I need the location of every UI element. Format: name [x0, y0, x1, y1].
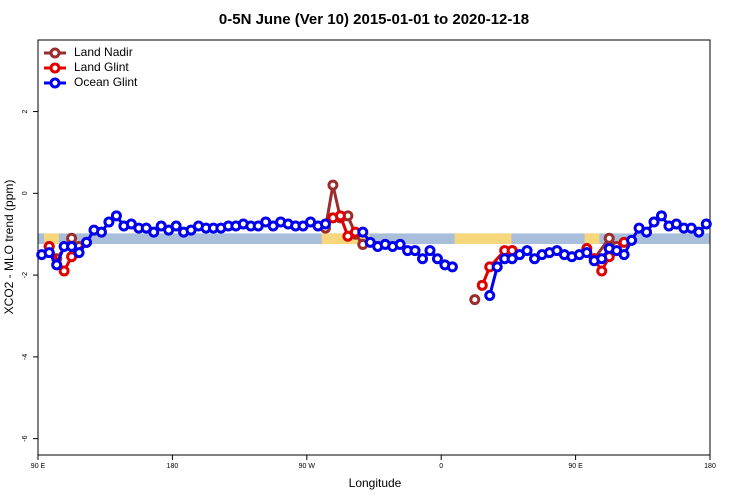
series-point	[357, 226, 369, 238]
y-tick-label: 2	[22, 110, 29, 114]
series-point	[110, 210, 122, 222]
series-point	[596, 265, 608, 277]
series-point	[58, 265, 70, 277]
series-point	[170, 220, 182, 232]
series-point	[693, 226, 705, 238]
series-point	[648, 216, 660, 228]
x-tick-label: 0	[439, 463, 443, 470]
series-point	[73, 247, 85, 259]
legend-label: Land Glint	[74, 60, 129, 74]
x-axis-label: Longitude	[349, 476, 402, 490]
y-tick-label: -2	[22, 272, 29, 278]
series-point	[476, 279, 488, 291]
series-point	[626, 234, 638, 246]
legend-marker	[49, 77, 61, 89]
series-point	[446, 261, 458, 273]
y-tick-label: 0	[22, 191, 29, 195]
series-point	[596, 253, 608, 265]
land-band	[454, 233, 512, 245]
land-band	[43, 233, 59, 245]
series-point	[655, 210, 667, 222]
series-point	[469, 294, 481, 306]
x-tick-label: 180	[704, 463, 716, 470]
series-point	[424, 245, 436, 257]
legend-marker	[49, 62, 61, 74]
x-tick-label: 90 W	[299, 463, 316, 470]
legend-label: Land Nadir	[74, 45, 133, 59]
series-point	[51, 259, 63, 271]
series-point	[334, 210, 346, 222]
series-point	[95, 226, 107, 238]
series-point	[641, 226, 653, 238]
chart-title: 0-5N June (Ver 10) 2015-01-01 to 2020-12…	[219, 11, 529, 28]
y-axis-label: XCO2 - MLO trend (ppm)	[2, 180, 16, 315]
y-tick-label: -6	[22, 435, 29, 441]
x-tick-label: 180	[167, 463, 179, 470]
series-point	[603, 232, 615, 244]
series-point	[491, 261, 503, 273]
series-point	[417, 253, 429, 265]
series-point	[409, 245, 421, 257]
series-point	[327, 179, 339, 191]
series-point	[431, 253, 443, 265]
x-tick-label: 90 E	[31, 463, 46, 470]
series-point	[66, 240, 78, 252]
series-point	[103, 216, 115, 228]
series-point	[581, 247, 593, 259]
series-point	[148, 226, 160, 238]
series-point	[43, 247, 55, 259]
series-point	[484, 290, 496, 302]
series-point	[394, 238, 406, 250]
series-point	[700, 218, 712, 230]
land-band	[584, 233, 600, 245]
legend-marker	[49, 47, 61, 59]
series-point	[319, 218, 331, 230]
series-point	[81, 236, 93, 248]
series-point	[521, 245, 533, 257]
plot-frame	[37, 39, 711, 456]
y-tick-label: -4	[22, 354, 29, 360]
series-point	[618, 249, 630, 261]
x-tick-label: 90 E	[568, 463, 583, 470]
legend-label: Ocean Glint	[74, 75, 138, 89]
